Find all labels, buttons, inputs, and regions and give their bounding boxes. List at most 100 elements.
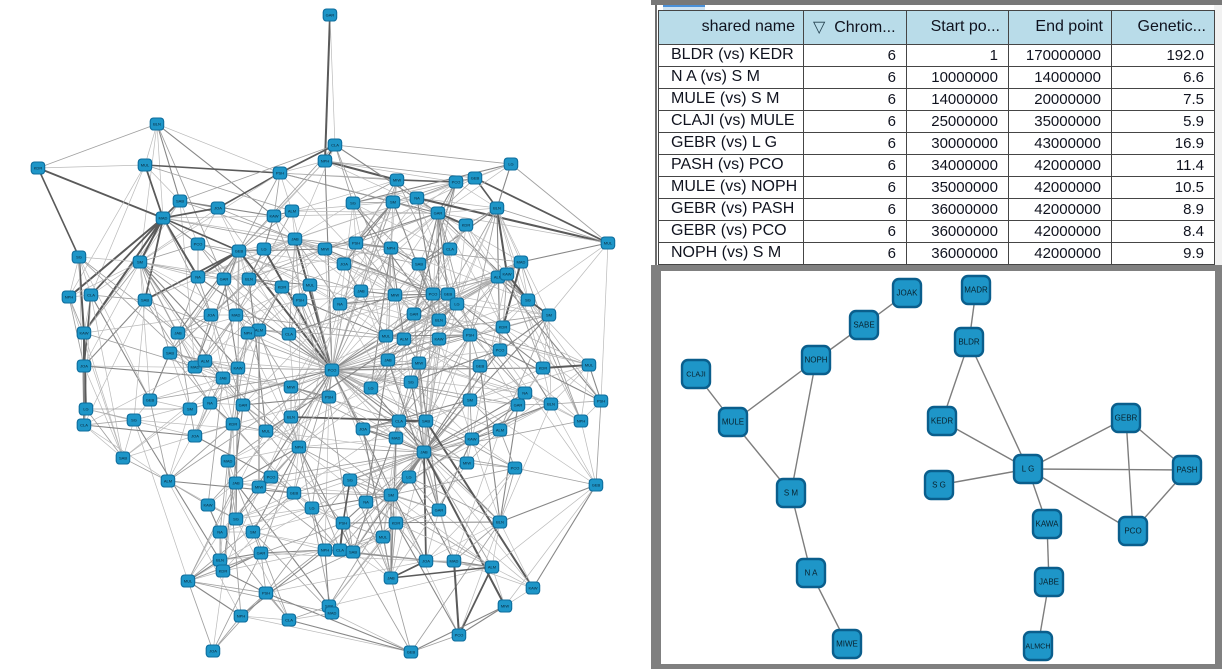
svg-text:N A: N A: [805, 569, 819, 578]
svg-text:NPH: NPH: [65, 295, 74, 300]
svg-text:JOA: JOA: [340, 262, 348, 267]
svg-text:JOAK: JOAK: [897, 289, 919, 298]
svg-text:NA: NA: [414, 196, 420, 201]
svg-text:SM: SM: [187, 407, 193, 412]
svg-text:MIW: MIW: [255, 485, 263, 490]
svg-text:GEB: GEB: [407, 650, 416, 655]
svg-text:SAB: SAB: [166, 351, 174, 356]
svg-text:BLN: BLN: [245, 277, 253, 282]
svg-text:SG: SG: [350, 201, 356, 206]
svg-text:CLA: CLA: [446, 247, 454, 252]
svg-text:SM: SM: [388, 493, 394, 498]
svg-text:CLA: CLA: [336, 548, 344, 553]
svg-text:PSH: PSH: [466, 333, 474, 338]
svg-text:PCO: PCO: [267, 475, 276, 480]
svg-text:MIW: MIW: [415, 361, 423, 366]
svg-text:PCO: PCO: [455, 633, 464, 638]
svg-text:MIW: MIW: [463, 461, 471, 466]
svg-text:JAB: JAB: [232, 481, 240, 486]
svg-text:NA: NA: [363, 500, 369, 505]
svg-text:NPH: NPH: [577, 419, 586, 424]
svg-text:PSH: PSH: [352, 241, 360, 246]
svg-text:ALM: ALM: [288, 209, 296, 214]
svg-text:ALM: ALM: [164, 479, 172, 484]
svg-text:KEDR: KEDR: [931, 417, 953, 426]
svg-text:MIW: MIW: [321, 247, 329, 252]
svg-text:GAR: GAR: [435, 508, 444, 513]
svg-text:KDR: KDR: [462, 223, 471, 228]
svg-text:CLA: CLA: [395, 419, 403, 424]
svg-text:BLN: BLN: [496, 520, 504, 525]
svg-text:NOPH: NOPH: [804, 356, 827, 365]
svg-text:MUL: MUL: [585, 363, 594, 368]
svg-text:GAR: GAR: [220, 277, 229, 282]
svg-text:SM: SM: [250, 530, 256, 535]
svg-text:PCO: PCO: [429, 292, 438, 297]
svg-text:PCO: PCO: [194, 242, 203, 247]
svg-text:L G: L G: [1022, 465, 1035, 474]
svg-text:CLA: CLA: [285, 618, 293, 623]
svg-text:JOA: JOA: [359, 427, 367, 432]
svg-text:JAB: JAB: [384, 358, 392, 363]
svg-text:GEB: GEB: [146, 398, 155, 403]
svg-text:BLDR: BLDR: [958, 338, 980, 347]
svg-text:SG: SG: [408, 380, 414, 385]
svg-text:GEB: GEB: [471, 176, 480, 181]
svg-text:BLN: BLN: [153, 122, 161, 127]
svg-text:KDR: KDR: [539, 366, 548, 371]
svg-text:MIW: MIW: [393, 178, 401, 183]
svg-text:BLN: BLN: [216, 558, 224, 563]
svg-text:MAD: MAD: [328, 611, 337, 616]
svg-text:NPH: NPH: [295, 445, 304, 450]
svg-text:LG: LG: [454, 302, 459, 307]
svg-text:MUL: MUL: [604, 241, 613, 246]
svg-text:SG: SG: [347, 478, 353, 483]
svg-text:NPH: NPH: [237, 614, 246, 619]
svg-text:KDR: KDR: [499, 325, 508, 330]
svg-text:NPH: NPH: [321, 159, 330, 164]
svg-text:PCO: PCO: [452, 180, 461, 185]
svg-text:JOA: JOA: [209, 649, 217, 654]
svg-text:ALM: ALM: [255, 328, 263, 333]
svg-text:S M: S M: [784, 489, 799, 498]
svg-text:SAB: SAB: [119, 456, 127, 461]
svg-text:KAW: KAW: [270, 214, 279, 219]
svg-text:GEB: GEB: [290, 491, 299, 496]
svg-text:SG: SG: [76, 255, 82, 260]
svg-text:MAD: MAD: [224, 459, 233, 464]
svg-text:PASH: PASH: [1176, 466, 1197, 475]
svg-text:MUL: MUL: [141, 163, 150, 168]
svg-text:PSH: PSH: [262, 591, 270, 596]
svg-text:ALM: ALM: [496, 428, 504, 433]
svg-text:NPH: NPH: [321, 548, 330, 553]
svg-text:MULE: MULE: [722, 418, 744, 427]
svg-text:GAR: GAR: [326, 13, 335, 18]
svg-text:JOA: JOA: [207, 313, 215, 318]
svg-text:MAD: MAD: [392, 436, 401, 441]
svg-text:GEB: GEB: [444, 292, 453, 297]
svg-text:PCO: PCO: [511, 466, 520, 471]
svg-text:JAB: JAB: [174, 331, 182, 336]
svg-text:GAR: GAR: [239, 403, 248, 408]
svg-text:MADR: MADR: [964, 286, 988, 295]
svg-text:ALM: ALM: [494, 275, 502, 280]
svg-text:KDR: KDR: [392, 521, 401, 526]
svg-text:NA: NA: [522, 391, 528, 396]
svg-text:MAD: MAD: [450, 559, 459, 564]
svg-text:CLAJI: CLAJI: [686, 370, 706, 379]
svg-text:KAW: KAW: [80, 331, 89, 336]
svg-text:GAR: GAR: [514, 403, 523, 408]
svg-text:LG: LG: [83, 407, 88, 412]
svg-text:JAB: JAB: [291, 237, 299, 242]
svg-text:MAD: MAD: [232, 313, 241, 318]
svg-text:SAB: SAB: [349, 550, 357, 555]
svg-text:CLA: CLA: [331, 143, 339, 148]
svg-text:SG: SG: [131, 418, 137, 423]
svg-text:PSH: PSH: [339, 521, 347, 526]
svg-text:MIW: MIW: [501, 604, 509, 609]
svg-text:GAR: GAR: [434, 211, 443, 216]
svg-text:SAB: SAB: [415, 262, 423, 267]
svg-text:ALM: ALM: [488, 565, 496, 570]
svg-text:PCO: PCO: [496, 348, 505, 353]
svg-text:KDR: KDR: [278, 285, 287, 290]
